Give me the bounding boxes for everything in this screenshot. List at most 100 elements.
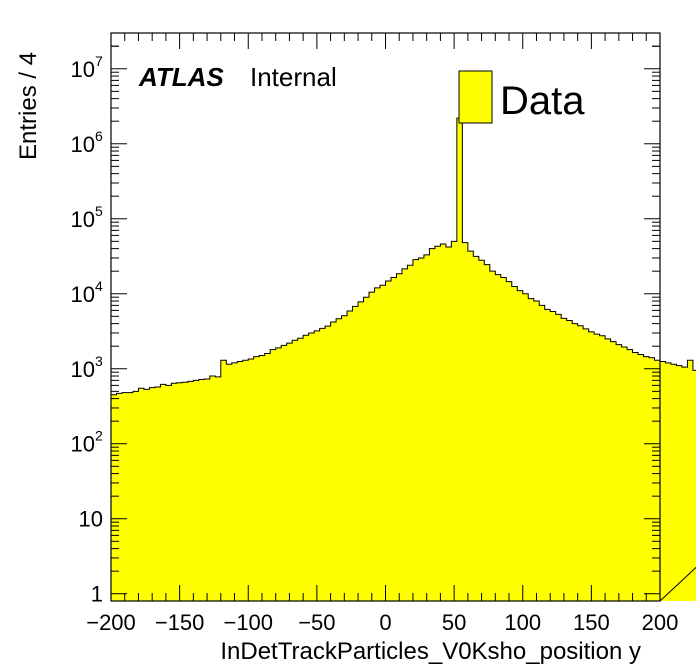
- histogram-bar: [462, 242, 469, 601]
- x-tick-label: 150: [573, 610, 610, 635]
- histogram-bar: [308, 332, 315, 601]
- histogram-bar: [423, 254, 430, 601]
- histogram-bar: [325, 326, 331, 601]
- histogram-bar: [396, 273, 403, 601]
- histogram-bar: [330, 322, 337, 601]
- histogram-bar: [231, 362, 238, 601]
- histogram-bar: [511, 286, 518, 601]
- x-axis-title: InDetTrackParticles_V0Ksho_position y: [220, 638, 641, 665]
- histogram-bar: [352, 306, 359, 601]
- histogram-bar: [374, 287, 381, 601]
- histogram-bar: [638, 354, 644, 601]
- histogram-bar: [599, 335, 606, 601]
- histogram-bar: [660, 361, 666, 601]
- legend: Data: [458, 70, 585, 124]
- histogram-bar: [314, 330, 321, 601]
- histogram-bar: [577, 325, 584, 601]
- histogram-bar: [643, 356, 650, 601]
- histogram-bar: [111, 394, 117, 601]
- histogram-bar: [489, 271, 496, 601]
- x-tick-label: −150: [155, 610, 205, 635]
- histogram-bar: [588, 331, 595, 601]
- histogram-bar: [539, 305, 546, 601]
- histogram-bar: [434, 246, 441, 601]
- histogram-bar: [407, 265, 414, 601]
- histogram-bar: [264, 353, 271, 601]
- histogram-bar: [385, 280, 392, 601]
- histogram-bar: [160, 384, 167, 601]
- histogram-bar: [116, 393, 123, 601]
- histogram-bar: [665, 362, 672, 601]
- histogram-bar: [143, 389, 150, 601]
- histogram-bar: [401, 268, 408, 601]
- histogram-bar: [149, 387, 156, 601]
- histogram-bar: [456, 118, 463, 602]
- axis-ticks: [110, 32, 661, 601]
- histogram-bar: [253, 356, 260, 601]
- y-tick-label: 10: [79, 507, 103, 532]
- histogram-bar: [204, 379, 211, 601]
- y-tick-label: 107: [71, 53, 103, 82]
- histogram-bar: [473, 256, 480, 601]
- histogram-bar: [605, 338, 611, 601]
- y-tick-labels: 1 10 102 103 104 105 106 107: [71, 53, 103, 607]
- histogram-bar: [380, 285, 386, 601]
- histogram-bar: [544, 309, 551, 601]
- y-tick-label: 104: [71, 278, 103, 307]
- histogram-bar: [390, 277, 397, 601]
- histogram-outline: [110, 117, 696, 602]
- histogram-bar: [336, 318, 342, 601]
- y-tick-label: 106: [71, 128, 103, 157]
- histogram-bar: [347, 310, 353, 601]
- histogram-bar: [165, 385, 172, 601]
- histogram-bar: [412, 259, 419, 601]
- histogram-bar: [681, 367, 688, 601]
- histogram-bar: [209, 376, 216, 601]
- histogram-bar: [654, 360, 661, 601]
- histogram-bar: [555, 314, 562, 601]
- atlas-label-bold: ATLAS: [138, 62, 224, 92]
- histogram-bar: [676, 365, 683, 601]
- histogram-bar: [418, 257, 425, 601]
- x-tick-label: 100: [504, 610, 541, 635]
- x-tick-label: 0: [379, 610, 391, 635]
- histogram-bar: [127, 392, 134, 601]
- histogram-bar: [583, 328, 590, 601]
- histogram-bar: [451, 241, 458, 601]
- y-tick-label: 105: [71, 203, 103, 232]
- histogram-bar: [341, 315, 348, 601]
- histogram-bar: [467, 251, 474, 601]
- histogram-bar: [627, 349, 633, 601]
- histogram-bar: [138, 388, 145, 601]
- histogram-bar: [500, 277, 507, 601]
- histogram-bar: [242, 360, 249, 601]
- histogram-bar: [369, 292, 375, 601]
- histogram-bar: [429, 248, 436, 601]
- histogram-bar: [275, 347, 282, 601]
- histogram-bar: [132, 391, 139, 601]
- histogram-bar: [550, 311, 557, 601]
- histogram-bar: [215, 376, 222, 601]
- histogram-bar: [517, 290, 524, 601]
- histogram-bar: [187, 381, 194, 601]
- histogram-bar: [610, 341, 617, 601]
- histogram-bar: [248, 358, 255, 601]
- histogram-bar: [687, 360, 694, 601]
- histogram-bar: [292, 340, 299, 601]
- histogram-bar: [572, 323, 579, 601]
- histogram-bar: [237, 361, 244, 601]
- legend-swatch-data: [458, 70, 493, 124]
- x-tick-label: −200: [86, 610, 136, 635]
- histogram-bar: [154, 387, 161, 601]
- histogram-bar: [171, 383, 178, 601]
- histogram-bar: [561, 318, 568, 601]
- histogram-bar: [226, 364, 233, 601]
- histogram-bar: [182, 382, 189, 601]
- histogram-bar: [259, 355, 266, 601]
- histogram-bar: [533, 301, 540, 601]
- x-tick-label: −50: [298, 610, 335, 635]
- x-tick-label: 200: [642, 610, 679, 635]
- histogram-bar: [220, 360, 227, 601]
- histogram-bars: [111, 118, 696, 602]
